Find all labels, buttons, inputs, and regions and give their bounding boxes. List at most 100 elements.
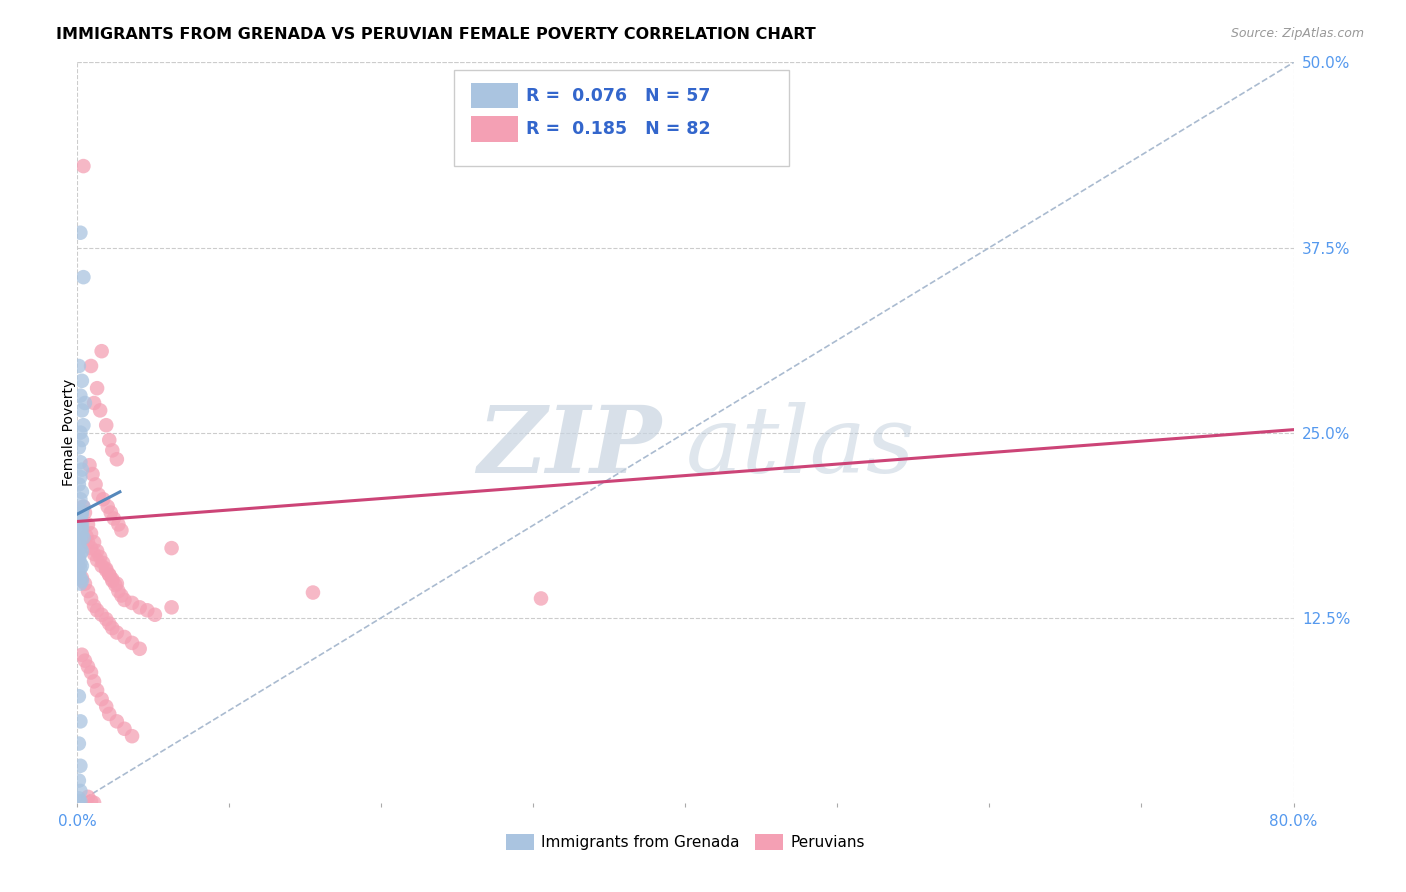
- Point: [83, 547, 105, 561]
- Point: [69, 562, 91, 576]
- Point: [80, 359, 103, 373]
- Point: [72, 531, 94, 545]
- Point: [72, 418, 94, 433]
- Text: R =  0.185   N = 82: R = 0.185 N = 82: [526, 120, 710, 138]
- Point: [69, 714, 91, 729]
- Point: [69, 758, 91, 772]
- Point: [69, 425, 91, 440]
- Point: [70, 374, 93, 388]
- Point: [110, 589, 132, 603]
- Point: [73, 654, 96, 668]
- Point: [67, 689, 90, 703]
- Point: [82, 467, 104, 481]
- Point: [69, 524, 91, 539]
- Point: [96, 563, 118, 577]
- Point: [69, 571, 91, 585]
- Point: [69, 784, 91, 798]
- Point: [101, 574, 124, 588]
- Point: [80, 526, 103, 541]
- Point: [67, 737, 90, 751]
- Point: [70, 433, 93, 447]
- Point: [103, 511, 125, 525]
- Point: [90, 558, 112, 573]
- Point: [70, 648, 93, 662]
- Point: [89, 549, 111, 564]
- Point: [70, 403, 93, 417]
- Point: [69, 517, 91, 532]
- Point: [114, 722, 136, 736]
- Point: [84, 477, 107, 491]
- Point: [96, 699, 118, 714]
- Point: [77, 584, 100, 599]
- Point: [69, 794, 91, 808]
- Point: [101, 443, 124, 458]
- Point: [73, 576, 96, 591]
- Point: [114, 630, 136, 644]
- Point: [67, 441, 90, 455]
- Point: [128, 600, 150, 615]
- Point: [67, 551, 90, 566]
- Point: [79, 458, 101, 473]
- Point: [70, 544, 93, 558]
- Point: [83, 599, 105, 613]
- Point: [121, 729, 143, 743]
- Point: [69, 507, 91, 521]
- Point: [121, 636, 143, 650]
- Point: [70, 528, 93, 542]
- Point: [72, 270, 94, 285]
- Point: [80, 541, 103, 555]
- Point: [69, 520, 91, 534]
- Point: [90, 607, 112, 622]
- Point: [69, 455, 91, 469]
- Point: [98, 433, 121, 447]
- Point: [67, 515, 90, 529]
- Point: [98, 616, 121, 631]
- Point: [77, 535, 100, 549]
- Point: [105, 625, 128, 640]
- Point: [114, 593, 136, 607]
- Point: [101, 572, 124, 586]
- Point: [121, 596, 143, 610]
- Point: [69, 526, 91, 541]
- Point: [70, 507, 93, 521]
- Point: [87, 488, 110, 502]
- Point: [96, 612, 118, 626]
- Point: [69, 388, 91, 402]
- Point: [90, 692, 112, 706]
- Point: [69, 547, 91, 561]
- Point: [69, 541, 91, 555]
- Text: R =  0.076   N = 57: R = 0.076 N = 57: [526, 87, 710, 104]
- Point: [69, 556, 91, 570]
- FancyBboxPatch shape: [454, 70, 789, 166]
- Point: [70, 484, 93, 499]
- Point: [73, 506, 96, 520]
- Point: [86, 381, 108, 395]
- Point: [77, 517, 100, 532]
- Point: [83, 796, 105, 810]
- Point: [302, 585, 325, 599]
- Point: [69, 226, 91, 240]
- Point: [70, 517, 93, 532]
- FancyBboxPatch shape: [471, 83, 517, 108]
- Legend: Immigrants from Grenada, Peruvians: Immigrants from Grenada, Peruvians: [499, 827, 872, 858]
- Point: [70, 574, 93, 588]
- Point: [67, 529, 90, 543]
- Point: [86, 544, 108, 558]
- Point: [136, 603, 159, 617]
- Point: [90, 344, 112, 359]
- Point: [80, 794, 103, 808]
- Point: [75, 529, 97, 543]
- Point: [69, 533, 91, 547]
- Point: [67, 511, 90, 525]
- Point: [70, 571, 93, 585]
- Point: [98, 567, 121, 582]
- Point: [105, 714, 128, 729]
- Point: [100, 506, 122, 520]
- Point: [70, 558, 93, 573]
- Point: [107, 584, 129, 599]
- Point: [67, 791, 90, 805]
- Point: [96, 418, 118, 433]
- Point: [83, 396, 105, 410]
- Point: [89, 403, 111, 417]
- Point: [83, 535, 105, 549]
